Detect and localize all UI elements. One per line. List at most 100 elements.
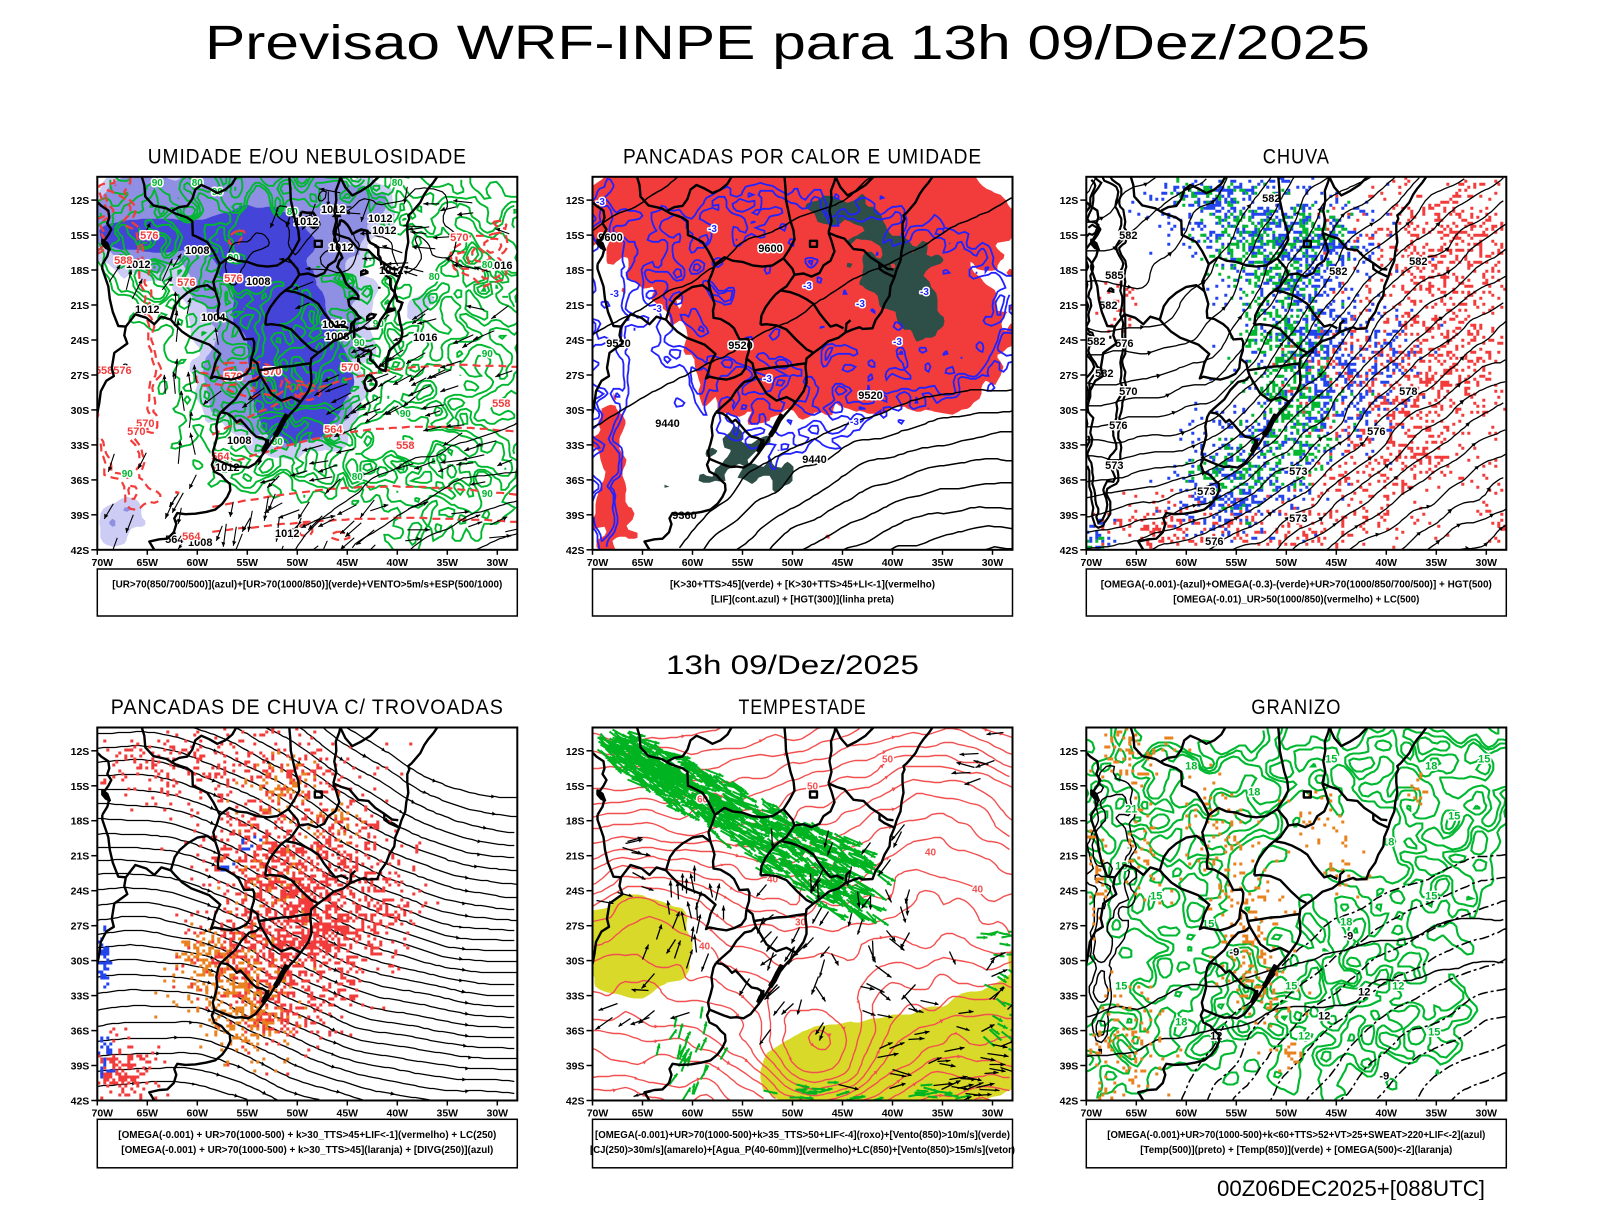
- svg-text:60W: 60W: [682, 1108, 704, 1120]
- svg-text:30: 30: [795, 918, 807, 929]
- svg-text:1008: 1008: [185, 245, 209, 257]
- svg-text:30S: 30S: [1060, 956, 1079, 968]
- svg-text:35W: 35W: [437, 557, 459, 569]
- svg-text:573: 573: [1289, 466, 1307, 478]
- svg-text:15S: 15S: [1060, 781, 1079, 793]
- svg-text:15: 15: [1428, 1027, 1440, 1039]
- svg-text:80: 80: [352, 472, 364, 483]
- svg-text:1004: 1004: [201, 312, 226, 324]
- svg-text:-3: -3: [803, 281, 812, 292]
- svg-text:21S: 21S: [71, 300, 90, 312]
- svg-text:15S: 15S: [1060, 230, 1079, 242]
- svg-text:15: 15: [1325, 754, 1337, 766]
- svg-text:558: 558: [492, 398, 510, 410]
- svg-text:40W: 40W: [882, 1108, 904, 1120]
- svg-text:18S: 18S: [566, 265, 585, 277]
- svg-text:GRANIZO: GRANIZO: [1251, 696, 1341, 719]
- svg-text:27S: 27S: [1060, 921, 1079, 933]
- svg-text:90: 90: [482, 349, 494, 360]
- svg-text:40W: 40W: [1376, 1108, 1398, 1120]
- svg-text:1012: 1012: [275, 528, 299, 540]
- svg-text:27S: 27S: [566, 370, 585, 382]
- svg-text:[CJ(250)>30m/s](amarelo)+[Agua: [CJ(250)>30m/s](amarelo)+[Agua_P(40-60mm…: [590, 1145, 1015, 1156]
- svg-text:[OMEGA(-0.01)_UR>50(1000/850)(: [OMEGA(-0.01)_UR>50(1000/850)(vermelho) …: [1173, 595, 1419, 606]
- svg-text:TEMPESTADE: TEMPESTADE: [739, 696, 867, 719]
- svg-text:80: 80: [392, 178, 404, 189]
- svg-text:-3: -3: [850, 417, 859, 428]
- svg-text:39S: 39S: [71, 1061, 90, 1073]
- svg-text:21S: 21S: [566, 851, 585, 863]
- svg-text:1012: 1012: [329, 242, 353, 254]
- svg-text:50W: 50W: [287, 557, 309, 569]
- svg-text:[LIF](cont.azul) + [HGT(300)](: [LIF](cont.azul) + [HGT(300)](linha pret…: [711, 595, 894, 606]
- svg-text:18S: 18S: [1060, 816, 1079, 828]
- svg-text:9520: 9520: [606, 338, 630, 350]
- svg-text:15S: 15S: [71, 230, 90, 242]
- svg-text:30W: 30W: [1476, 1108, 1498, 1120]
- svg-text:42S: 42S: [71, 545, 90, 557]
- svg-text:-3: -3: [856, 299, 865, 310]
- svg-text:50W: 50W: [1276, 1108, 1298, 1120]
- svg-text:35W: 35W: [1426, 1108, 1448, 1120]
- svg-text:45W: 45W: [832, 1108, 854, 1120]
- svg-text:39S: 39S: [566, 1061, 585, 1073]
- svg-text:90: 90: [400, 409, 412, 420]
- svg-text:18: 18: [1340, 917, 1352, 929]
- svg-text:24S: 24S: [566, 335, 585, 347]
- svg-text:55W: 55W: [1226, 557, 1248, 569]
- svg-text:55W: 55W: [237, 557, 259, 569]
- svg-text:90: 90: [482, 489, 494, 500]
- svg-text:12S: 12S: [1060, 195, 1079, 207]
- svg-text:1012: 1012: [215, 462, 239, 474]
- svg-text:9520: 9520: [858, 390, 882, 402]
- svg-text:582: 582: [1329, 266, 1347, 278]
- svg-text:50W: 50W: [1276, 557, 1298, 569]
- svg-text:42S: 42S: [71, 1096, 90, 1108]
- svg-text:65W: 65W: [137, 557, 159, 569]
- svg-text:21: 21: [1125, 804, 1137, 816]
- svg-text:[OMEGA(-0.001) + UR>70(1000-50: [OMEGA(-0.001) + UR>70(1000-500) + k>30_…: [121, 1145, 493, 1156]
- svg-text:18S: 18S: [71, 816, 90, 828]
- svg-text:65W: 65W: [1126, 557, 1148, 569]
- svg-text:18: 18: [1115, 861, 1127, 873]
- svg-text:60W: 60W: [187, 1108, 209, 1120]
- svg-text:9520: 9520: [728, 340, 752, 352]
- svg-text:576: 576: [224, 273, 242, 285]
- svg-text:33S: 33S: [566, 991, 585, 1003]
- svg-text:582: 582: [1262, 193, 1280, 205]
- svg-text:12S: 12S: [1060, 746, 1079, 758]
- svg-text:582: 582: [1409, 256, 1427, 268]
- svg-text:18S: 18S: [1060, 265, 1079, 277]
- svg-text:65W: 65W: [1126, 1108, 1148, 1120]
- svg-text:-3: -3: [610, 289, 619, 300]
- svg-text:1016: 1016: [488, 260, 512, 272]
- svg-text:00Z06DEC2025+[088UTC]: 00Z06DEC2025+[088UTC]: [1217, 1176, 1485, 1200]
- svg-text:12: 12: [1298, 1031, 1310, 1043]
- svg-text:45W: 45W: [832, 557, 854, 569]
- svg-text:12: 12: [1392, 981, 1404, 993]
- svg-text:36S: 36S: [1060, 1026, 1079, 1038]
- svg-text:27S: 27S: [71, 370, 90, 382]
- svg-text:21S: 21S: [1060, 851, 1079, 863]
- svg-text:1016: 1016: [413, 332, 437, 344]
- svg-text:65W: 65W: [137, 1108, 159, 1120]
- svg-text:55W: 55W: [732, 1108, 754, 1120]
- svg-text:CHUVA: CHUVA: [1263, 145, 1330, 168]
- svg-text:15: 15: [1150, 891, 1162, 903]
- svg-text:576: 576: [1109, 420, 1127, 432]
- svg-text:36S: 36S: [566, 475, 585, 487]
- svg-text:70W: 70W: [92, 557, 114, 569]
- svg-text:12S: 12S: [71, 746, 90, 758]
- svg-text:13h 09/Dez/2025: 13h 09/Dez/2025: [666, 650, 919, 680]
- svg-text:35W: 35W: [437, 1108, 459, 1120]
- svg-text:30S: 30S: [1060, 405, 1079, 417]
- svg-text:8: 8: [122, 362, 128, 374]
- svg-text:80: 80: [429, 272, 441, 283]
- svg-text:42S: 42S: [566, 545, 585, 557]
- svg-text:55W: 55W: [732, 557, 754, 569]
- svg-text:90: 90: [354, 338, 366, 349]
- svg-text:582: 582: [1119, 230, 1137, 242]
- svg-text:42S: 42S: [1060, 545, 1079, 557]
- svg-text:24S: 24S: [566, 886, 585, 898]
- svg-text:27S: 27S: [1060, 370, 1079, 382]
